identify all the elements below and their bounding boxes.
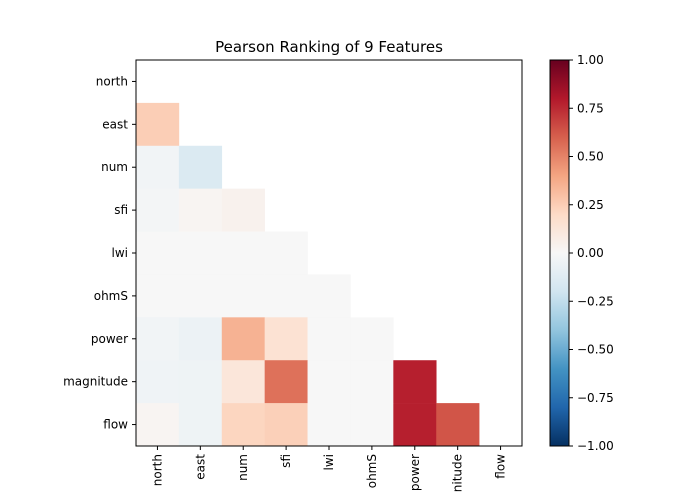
heatmap-cell-magnitude-east — [178, 360, 223, 404]
colorbar-tick-label: −0.25 — [577, 294, 614, 308]
y-tick-label-flow: flow — [103, 418, 128, 432]
y-tick-label-ohmS: ohmS — [94, 289, 128, 303]
y-axis-ticks: north east num sfi lwi ohmS power magnitude flow — [63, 74, 136, 432]
heatmap-cell-flow-east — [178, 403, 223, 447]
heatmap-cell-magnitude-north — [136, 360, 180, 404]
colorbar-tick-label: 0.75 — [577, 101, 604, 115]
colorbar-ticks: 1.00 0.75 0.50 0.25 0.00 −0.25 −0.50 −0.75 −1.00 — [569, 53, 614, 453]
heatmap-cell-lwi-east — [178, 231, 223, 275]
heatmap-cell-power-sfi — [264, 317, 308, 361]
chart-title: Pearson Ranking of 9 Features — [215, 38, 443, 56]
heatmap-cell-flow-power — [393, 403, 437, 447]
heatmap-cell-lwi-sfi — [264, 231, 308, 275]
x-tick-label-flow: flow — [494, 454, 508, 479]
colorbar-gradient — [550, 60, 569, 446]
heatmap-cell-ohmS-num — [221, 274, 265, 318]
y-tick-label-num: num — [101, 160, 128, 174]
heatmap-cell-sfi-north — [136, 188, 180, 232]
heatmap-cell-num-east — [178, 145, 223, 189]
heatmap-cell-magnitude-num — [221, 360, 265, 404]
heatmap-cell-magnitude-power — [393, 360, 437, 404]
y-tick-label-power: power — [91, 332, 128, 346]
heatmap-cell-flow-ohmS — [350, 403, 394, 447]
heatmap-cell-magnitude-sfi — [264, 360, 308, 404]
colorbar: 1.00 0.75 0.50 0.25 0.00 −0.25 −0.50 −0.75 −1.00 — [549, 53, 614, 453]
heatmap-cell-power-num — [221, 317, 265, 361]
heatmap-cell-ohmS-north — [136, 274, 180, 318]
heatmap-cell-lwi-num — [221, 231, 265, 275]
heatmap-cell-sfi-num — [221, 188, 265, 232]
heatmap-cell-flow-num — [221, 403, 265, 447]
colorbar-tick-label: −0.75 — [577, 391, 614, 405]
heatmap-cell-power-east — [178, 317, 223, 361]
x-tick-label-sfi: sfi — [279, 454, 293, 468]
heatmap-cell-sfi-east — [178, 188, 223, 232]
heatmap-cells — [136, 102, 480, 447]
x-tick-label-power: power — [408, 454, 422, 491]
y-tick-label-sfi: sfi — [114, 203, 128, 217]
colorbar-tick-label: 0.00 — [577, 246, 604, 260]
heatmap-cell-flow-north — [136, 403, 180, 447]
x-tick-label-nitude: nitude — [451, 454, 465, 492]
x-tick-label-east: east — [193, 454, 207, 480]
x-tick-label-north: north — [150, 454, 164, 486]
colorbar-tick-label: 0.25 — [577, 198, 604, 212]
heatmap-cell-flow-lwi — [307, 403, 351, 447]
heatmap-cell-magnitude-lwi — [307, 360, 351, 404]
heatmap-cell-ohmS-sfi — [264, 274, 308, 318]
heatmap-cell-ohmS-lwi — [307, 274, 351, 318]
heatmap-cell-power-ohmS — [350, 317, 394, 361]
heatmap-cell-magnitude-ohmS — [350, 360, 394, 404]
colorbar-tick-label: −1.00 — [577, 439, 614, 453]
heatmap-cell-num-north — [136, 145, 180, 189]
y-tick-label-north: north — [96, 74, 128, 88]
heatmap-cell-ohmS-east — [178, 274, 223, 318]
heatmap-cell-power-north — [136, 317, 180, 361]
x-tick-label-num: num — [236, 454, 250, 481]
heatmap-cell-flow-sfi — [264, 403, 308, 447]
x-tick-label-lwi: lwi — [322, 454, 336, 470]
heatmap-cell-east-north — [136, 102, 180, 147]
x-axis-ticks: north east num sfi lwi ohmS power nitude flow — [150, 446, 508, 492]
colorbar-tick-label: −0.50 — [577, 343, 614, 357]
y-tick-label-east: east — [102, 117, 128, 131]
heatmap-cell-lwi-north — [136, 231, 180, 275]
x-tick-label-ohmS: ohmS — [365, 454, 379, 488]
y-tick-label-magnitude: magnitude — [63, 375, 128, 389]
colorbar-tick-label: 1.00 — [577, 53, 604, 67]
heatmap-cell-power-lwi — [307, 317, 351, 361]
colorbar-tick-label: 0.50 — [577, 150, 604, 164]
heatmap-cell-flow-magnitude — [436, 403, 480, 447]
y-tick-label-lwi: lwi — [112, 246, 128, 260]
